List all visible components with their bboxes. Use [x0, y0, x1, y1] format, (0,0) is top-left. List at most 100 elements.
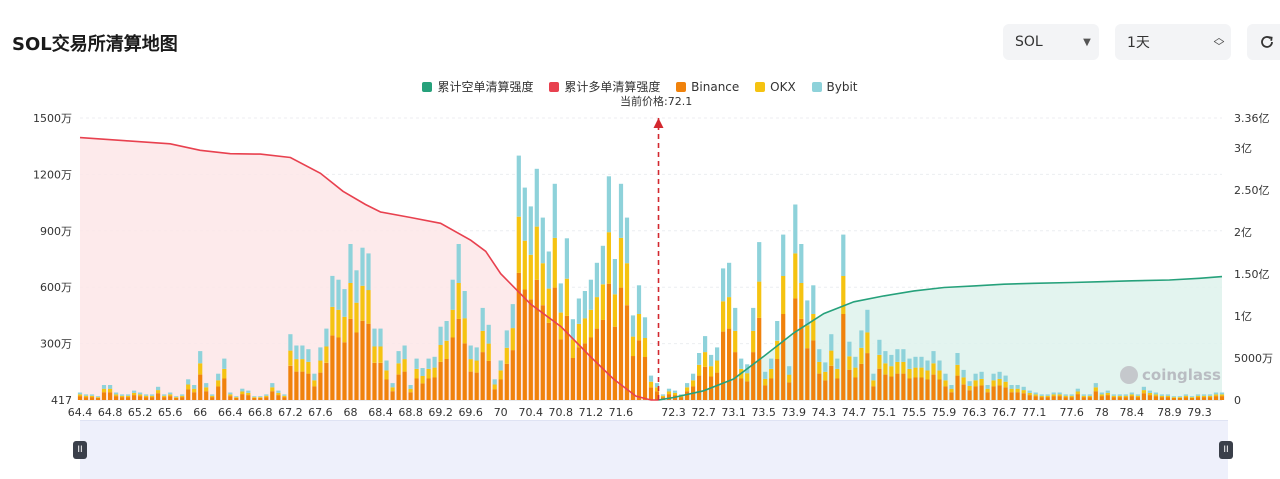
bar-bybit	[672, 390, 678, 393]
bar-okx	[600, 284, 605, 320]
y-left-tick-label: 900万	[40, 225, 72, 238]
x-tick-label: 74.3	[812, 406, 837, 419]
bar-okx	[270, 387, 275, 392]
legend-item-long-cum[interactable]: 累计多单清算强度	[549, 78, 660, 95]
bar-binance	[474, 372, 479, 400]
x-tick-label: 64.4	[68, 406, 93, 419]
bar-bybit	[342, 289, 347, 317]
bar-binance	[504, 363, 509, 400]
bar-binance	[871, 386, 876, 400]
bar-okx	[564, 278, 569, 316]
bar-binance	[1147, 395, 1152, 400]
range-navigator[interactable]	[80, 420, 1228, 479]
bar-okx	[1105, 392, 1110, 396]
bar-bybit	[180, 394, 185, 396]
bar-okx	[396, 363, 401, 375]
bar-bybit	[799, 244, 804, 283]
bar-okx	[108, 388, 113, 393]
bar-okx	[781, 275, 786, 314]
bar-binance	[931, 374, 936, 400]
x-tick-label: 72.3	[661, 406, 686, 419]
bar-bybit	[1021, 386, 1026, 391]
y-axis-right: 0 5000万 1亿 1.50亿 2亿 2.50亿 3亿 3.36亿	[1234, 112, 1273, 407]
bar-binance	[624, 305, 630, 400]
bar-okx	[1177, 397, 1182, 399]
bar-bybit	[913, 356, 918, 368]
bar-binance	[907, 378, 912, 400]
coin-select[interactable]: SOL ▼	[1003, 24, 1099, 60]
refresh-button[interactable]	[1247, 24, 1280, 60]
bar-bybit	[276, 390, 281, 393]
bar-bybit	[829, 334, 834, 351]
bar-bybit	[1087, 394, 1092, 396]
bar-okx	[685, 387, 690, 392]
bar-bybit	[474, 347, 479, 361]
bar-okx	[144, 395, 149, 398]
x-tick-label: 78	[1095, 406, 1109, 419]
bar-okx	[763, 378, 768, 386]
bar-bybit	[1039, 394, 1044, 396]
bar-bybit	[528, 206, 533, 255]
bar-bybit	[763, 371, 768, 379]
bar-bybit	[1165, 394, 1170, 396]
bar-okx	[973, 380, 978, 387]
bar-okx	[276, 392, 281, 396]
bar-okx	[913, 367, 918, 378]
bar-okx	[636, 314, 642, 341]
range-select[interactable]: 1天 ︿ ﹀	[1115, 24, 1231, 60]
bar-binance	[546, 322, 551, 400]
bar-binance	[174, 398, 179, 400]
bar-binance	[192, 392, 197, 400]
navigator-right-handle[interactable]: II	[1219, 441, 1233, 459]
bar-bybit	[630, 315, 636, 337]
page-title: SOL交易所清算地图	[12, 34, 178, 55]
current-price-line	[653, 118, 664, 400]
bar-binance	[468, 371, 473, 400]
bar-bybit	[709, 354, 714, 367]
legend-item-binance[interactable]: Binance	[676, 80, 739, 94]
liquidation-chart: 417 300万 600万 900万 1200万 1500万 0 5000万 1亿 1.50亿 2…	[33, 112, 1273, 419]
bar-bybit	[1063, 394, 1068, 396]
bar-okx	[817, 361, 822, 374]
bar-okx	[1075, 391, 1080, 395]
bar-okx	[480, 330, 485, 353]
bar-okx	[570, 339, 575, 358]
bar-bybit	[877, 339, 882, 355]
x-tick-label: 69.6	[458, 406, 483, 419]
bar-binance	[384, 379, 389, 400]
bar-binance	[186, 389, 191, 400]
bar-okx	[174, 397, 179, 399]
navigator-left-handle[interactable]: II	[73, 441, 87, 459]
bar-binance	[985, 392, 990, 400]
bar-binance	[925, 379, 930, 400]
bar-binance	[841, 314, 846, 400]
bar-bybit	[967, 381, 972, 386]
bar-okx	[192, 388, 197, 393]
legend-item-okx[interactable]: OKX	[755, 80, 796, 94]
bar-bybit	[817, 349, 822, 362]
bar-binance	[1003, 387, 1008, 400]
legend-item-short-cum[interactable]: 累计空单清算强度	[422, 78, 534, 95]
bar-bybit	[1027, 390, 1032, 393]
bar-binance	[144, 397, 149, 400]
bar-bybit	[883, 351, 888, 364]
bar-okx	[1111, 395, 1116, 398]
bar-okx	[853, 367, 858, 378]
y-left-tick-label: 417	[51, 394, 72, 407]
bar-binance	[636, 340, 642, 400]
bar-binance	[198, 374, 203, 400]
bar-okx	[961, 377, 966, 385]
bar-binance	[949, 392, 954, 400]
bar-bybit	[1123, 394, 1128, 396]
bar-bybit	[769, 358, 774, 369]
bar-bybit	[1171, 396, 1176, 398]
legend-item-bybit[interactable]: Bybit	[811, 80, 858, 94]
bar-binance	[378, 362, 383, 400]
bar-okx	[949, 388, 954, 393]
bar-okx	[546, 288, 551, 323]
bar-bybit	[564, 238, 569, 279]
bar-bybit	[588, 279, 593, 310]
bar-bybit	[979, 371, 984, 379]
bar-okx	[1135, 395, 1140, 398]
bar-okx	[648, 381, 654, 388]
